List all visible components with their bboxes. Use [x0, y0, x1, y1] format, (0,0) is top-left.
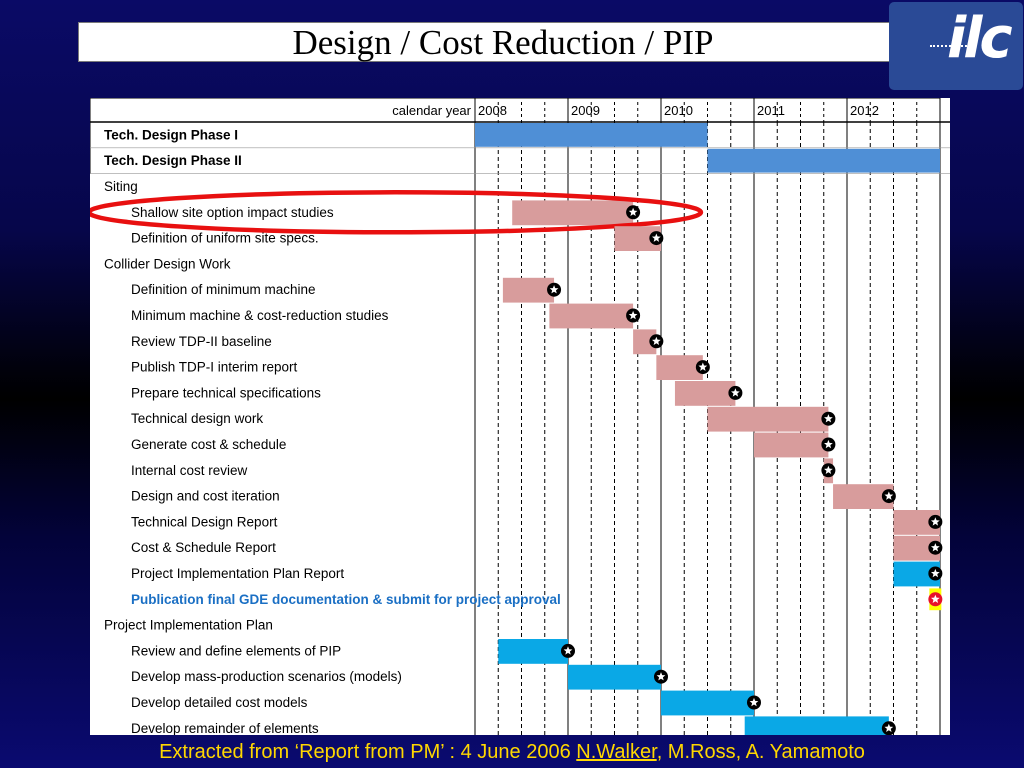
milestone-star [821, 411, 836, 426]
task-bar [475, 123, 708, 147]
task-bar [498, 639, 568, 664]
task-bar [656, 355, 703, 380]
task-bar [633, 329, 657, 355]
milestone-star-star [651, 336, 661, 346]
task-label: Shallow site option impact studies [131, 205, 334, 220]
task-bar [568, 664, 661, 690]
year-tick-label: 2012 [850, 103, 879, 118]
milestone-star-star [698, 362, 708, 371]
task-label: Prepare technical specifications [131, 385, 321, 400]
gantt-svg: calendar year 2008 2009 2010 2011 2012 Tech. D… [90, 98, 950, 735]
task-label: Cost & Schedule Report [131, 540, 276, 555]
milestone-star [547, 282, 562, 297]
source-caption: Extracted from ‘Report from PM’ : 4 June… [0, 741, 1024, 764]
milestone-star-star [549, 285, 559, 294]
task-label: Develop mass-production scenarios (model… [131, 669, 402, 684]
task-bar [707, 148, 940, 173]
milestone-star [626, 205, 641, 220]
milestone-star-star [930, 568, 940, 578]
header-row [90, 98, 941, 123]
milestone-star [649, 231, 664, 246]
milestone-star-star [824, 414, 833, 423]
milestone-star [928, 514, 943, 529]
task-label: Internal cost review [131, 463, 248, 478]
milestone-star-star [628, 207, 638, 217]
slide-title: Design / Cost Reduction / PIP [78, 22, 928, 62]
milestone-star-star [749, 697, 759, 707]
task-label: Develop detailed cost models [131, 695, 308, 710]
task-bar [512, 200, 634, 226]
task-bar [707, 406, 829, 432]
ilc-logo-icon: ilc [889, 2, 1023, 90]
task-label: Project Implementation Plan [104, 618, 273, 633]
milestone-star [928, 566, 943, 581]
task-label: Minimum machine & cost-reduction studies [131, 308, 389, 323]
caption-prefix: Extracted from ‘Report from PM’ : 4 June… [159, 741, 577, 763]
milestone-star [728, 385, 743, 400]
milestone-star-star [731, 388, 740, 397]
year-tick-label: 2009 [571, 103, 600, 118]
task-label: Review and define elements of PIP [131, 643, 341, 658]
milestone-star [654, 669, 668, 684]
task-bar [754, 432, 829, 458]
task-label: Technical design work [131, 411, 263, 426]
task-label: Develop remainder of elements [131, 721, 319, 735]
task-label: Definition of uniform site specs. [131, 231, 319, 246]
year-tick-label: 2010 [664, 103, 693, 118]
milestone-star [881, 721, 896, 735]
year-tick-label: 2008 [478, 103, 507, 118]
task-bar [674, 381, 736, 406]
task-label: Design and cost iteration [131, 489, 280, 504]
calendar-year-label: calendar year [392, 103, 471, 118]
milestone-star-star [884, 491, 894, 500]
task-label: Generate cost & schedule [131, 437, 286, 452]
task-label: Siting [104, 179, 138, 194]
milestone-star-star [563, 646, 573, 655]
logo-dotted-line [930, 45, 970, 47]
task-bar [661, 690, 754, 716]
task-label: Tech. Design Phase II [104, 153, 242, 168]
highlight-ellipse [90, 190, 704, 235]
task-label: Review TDP-II baseline [131, 334, 272, 349]
author-link-nwalker[interactable]: N.Walker [576, 741, 657, 763]
milestone-star [928, 540, 943, 555]
task-label: Technical Design Report [131, 514, 278, 529]
task-bar [549, 303, 634, 329]
milestone-star-star [656, 672, 666, 681]
milestone-star [561, 643, 575, 658]
task-label: Publication final GDE documentation & su… [131, 592, 561, 607]
task-bar [744, 716, 889, 735]
milestone-star [747, 695, 761, 710]
milestone-star-star [824, 439, 833, 449]
milestone-star [695, 360, 710, 375]
milestone-star [626, 308, 641, 323]
logo-text: ilc [947, 6, 1013, 71]
final-milestone-star-star [930, 594, 940, 604]
milestone-star-star [884, 723, 894, 733]
milestone-star-star [651, 233, 661, 242]
milestone-star [881, 489, 896, 504]
milestone-star-star [628, 310, 638, 320]
milestone-star [649, 334, 664, 349]
gantt-chart: calendar year 2008 2009 2010 2011 2012 Tech. D… [90, 98, 950, 735]
final-milestone-star [928, 592, 943, 607]
task-bar [502, 277, 555, 303]
task-label: Tech. Design Phase I [104, 127, 238, 142]
milestone-star-star [824, 465, 833, 475]
caption-suffix: , M.Ross, A. Yamamoto [656, 741, 865, 763]
task-label: Project Implementation Plan Report [131, 566, 344, 581]
task-label: Definition of minimum machine [131, 282, 316, 297]
year-tick-label: 2011 [757, 103, 785, 118]
milestone-star [821, 463, 836, 478]
task-label: Publish TDP-I interim report [131, 360, 298, 375]
milestone-star [821, 437, 836, 452]
milestone-star-star [930, 543, 940, 552]
task-label: Collider Design Work [104, 256, 231, 271]
milestone-star-star [930, 517, 940, 526]
